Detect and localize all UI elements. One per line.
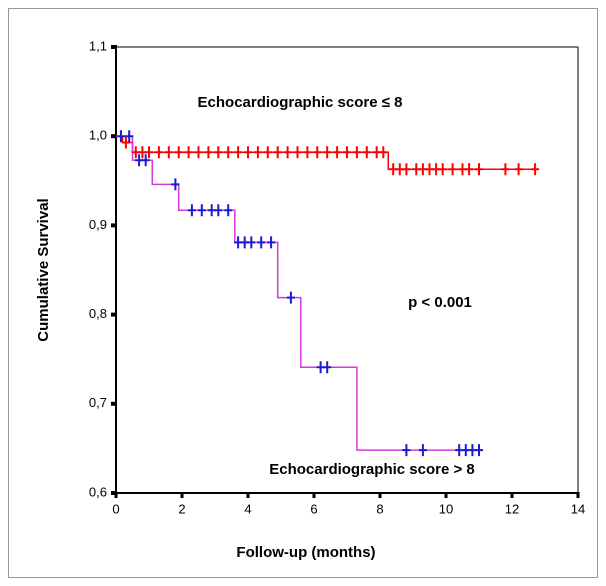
censor-mark <box>402 444 411 457</box>
censor-mark <box>333 146 342 159</box>
censor-mark <box>313 146 322 159</box>
x-tick-label: 4 <box>244 501 251 516</box>
censor-mark <box>164 146 173 159</box>
censor-mark <box>171 178 180 191</box>
censor-mark <box>174 146 183 159</box>
censor-mark <box>418 444 427 457</box>
annotation: Echocardiographic score ≤ 8 <box>198 94 403 111</box>
y-tick-label: 0,7 <box>89 395 107 410</box>
censor-mark <box>234 146 243 159</box>
censor-mark <box>273 146 282 159</box>
censor-mark <box>379 146 388 159</box>
x-tick-label: 14 <box>571 501 585 516</box>
censor-mark <box>475 163 483 176</box>
censor-mark <box>224 204 233 217</box>
annotation: p < 0.001 <box>408 294 472 311</box>
frame <box>8 8 598 578</box>
x-axis-label: Follow-up (months) <box>236 544 375 561</box>
y-tick-label: 0,9 <box>89 217 107 232</box>
censor-mark <box>154 146 163 159</box>
censor-mark <box>465 163 474 176</box>
censor-mark <box>184 146 193 159</box>
censor-mark <box>116 130 125 143</box>
censor-mark <box>531 163 540 176</box>
censor-mark <box>475 444 483 457</box>
censor-mark <box>323 361 332 374</box>
censor-mark <box>267 236 276 249</box>
censor-mark <box>514 163 523 176</box>
censor-mark <box>247 236 256 249</box>
x-tick-label: 12 <box>505 501 519 516</box>
censor-mark <box>448 163 457 176</box>
censor-mark <box>145 146 153 159</box>
censor-mark <box>224 146 233 159</box>
x-tick-label: 0 <box>112 501 119 516</box>
x-tick-label: 10 <box>439 501 453 516</box>
censor-mark <box>293 146 302 159</box>
censor-mark <box>214 204 223 217</box>
censor-mark <box>125 130 134 143</box>
censor-mark <box>323 146 332 159</box>
censor-mark <box>286 291 295 304</box>
censor-mark <box>283 146 292 159</box>
y-tick-label: 1,1 <box>89 38 107 53</box>
censor-mark <box>253 146 262 159</box>
censor-mark <box>402 163 411 176</box>
censor-mark <box>141 154 150 167</box>
censor-mark <box>263 146 272 159</box>
censor-mark <box>343 146 351 159</box>
censor-mark <box>501 163 510 176</box>
annotation: Echocardiographic score > 8 <box>269 461 475 478</box>
censor-mark <box>121 136 130 149</box>
censor-mark <box>352 146 361 159</box>
y-tick-label: 0,6 <box>89 484 107 499</box>
x-tick-label: 2 <box>178 501 185 516</box>
censor-mark <box>257 236 266 249</box>
censor-mark <box>362 146 371 159</box>
x-tick-label: 8 <box>376 501 383 516</box>
censor-mark <box>187 204 196 217</box>
censor-mark <box>204 146 213 159</box>
y-tick-label: 0,8 <box>89 306 107 321</box>
y-axis-label: Cumulative Survival <box>35 198 52 341</box>
censor-mark <box>214 146 223 159</box>
censor-mark <box>244 146 252 159</box>
censor-mark <box>438 163 447 176</box>
x-tick-label: 6 <box>310 501 317 516</box>
censor-mark <box>194 146 203 159</box>
censor-mark <box>303 146 312 159</box>
y-tick-label: 1,0 <box>89 128 107 143</box>
censor-mark <box>197 204 206 217</box>
